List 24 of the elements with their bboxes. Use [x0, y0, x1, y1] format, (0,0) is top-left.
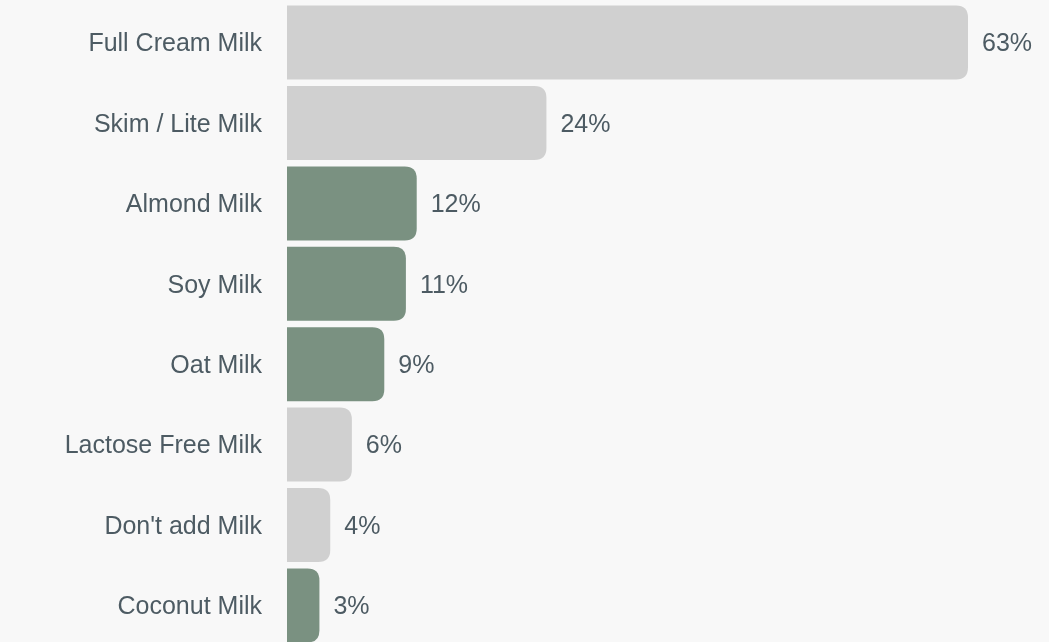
- bar: [287, 86, 547, 160]
- data-label: 63%: [982, 28, 1033, 57]
- bar: [287, 407, 352, 482]
- y-tick-label: Almond Milk: [125, 189, 263, 218]
- bar: [287, 166, 417, 241]
- data-label: 11%: [419, 269, 469, 298]
- y-tick-label: Don't add Milk: [104, 510, 263, 539]
- y-tick-label: Oat Milk: [170, 349, 263, 378]
- bar: [287, 568, 320, 642]
- y-tick-label: Full Cream Milk: [88, 28, 263, 57]
- data-label: 4%: [344, 510, 381, 539]
- data-label: 9%: [398, 349, 435, 378]
- y-tick-label: Soy Milk: [167, 269, 263, 298]
- bar: [287, 488, 331, 562]
- data-label: 3%: [333, 591, 370, 620]
- bar: [287, 327, 385, 402]
- y-tick-label: Lactose Free Milk: [64, 430, 263, 459]
- data-label: 12%: [430, 189, 481, 218]
- data-label: 24%: [560, 108, 611, 137]
- y-tick-label: Coconut Milk: [117, 591, 263, 620]
- bar: [287, 246, 406, 321]
- data-label: 6%: [365, 430, 402, 459]
- y-tick-label: Skim / Lite Milk: [93, 108, 263, 137]
- bar: [287, 5, 968, 80]
